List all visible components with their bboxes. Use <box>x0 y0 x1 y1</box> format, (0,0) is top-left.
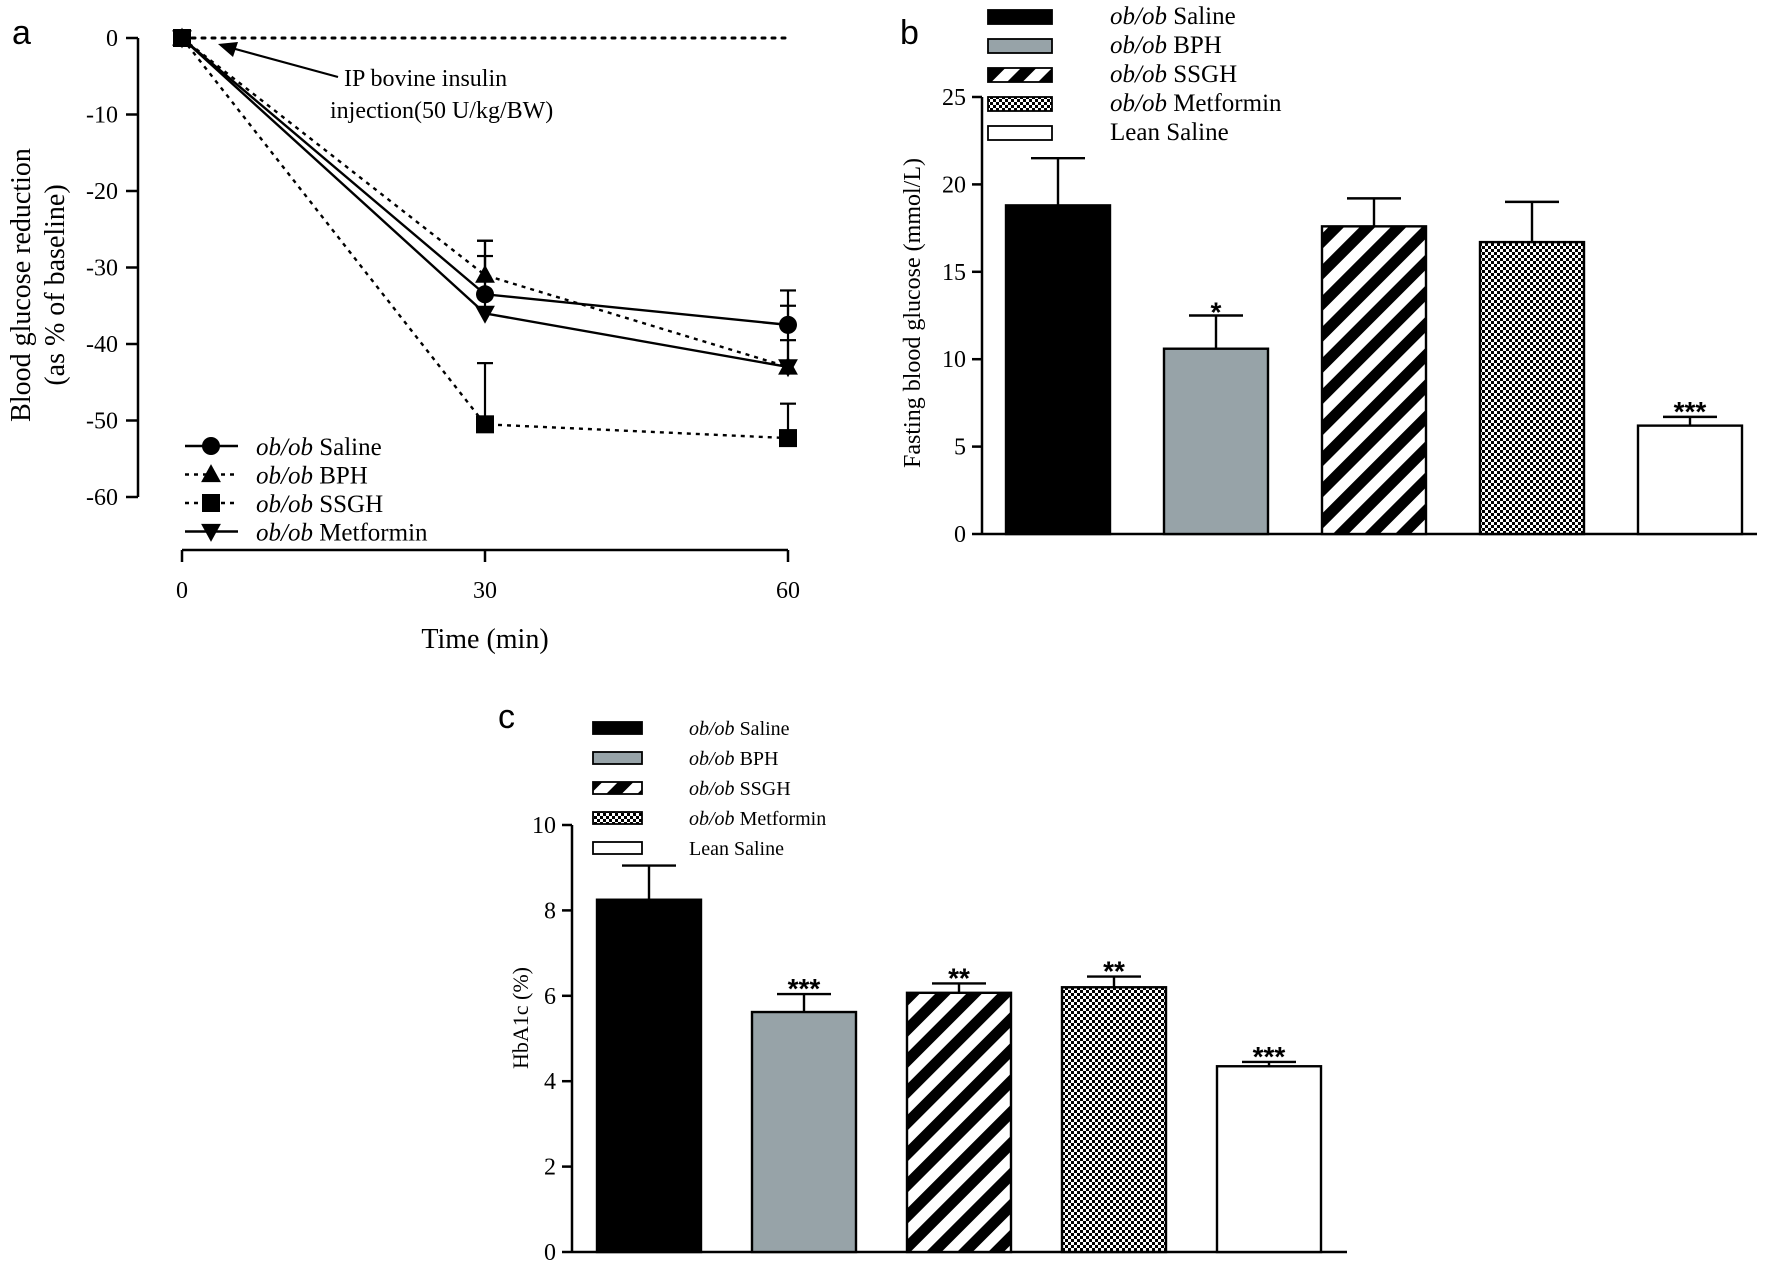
panel-a-y-tick-label: -30 <box>86 256 118 282</box>
panel-c-bar-metformin <box>1060 986 1168 1254</box>
panel-a-y-axis-label-line2: (as % of baseline) <box>40 184 71 385</box>
panel-a-x-tick-label: 30 <box>473 578 497 604</box>
panel-a-series-line-ssgh <box>181 37 789 440</box>
panel-b-bar-metformin <box>1478 240 1586 536</box>
panel-c-y-tick-label: 2 <box>544 1155 556 1181</box>
panel-b-marks: **** <box>1004 156 1744 536</box>
panel-b-bar-bph <box>1162 347 1270 536</box>
panel-a-series-line-bph <box>181 37 789 369</box>
panel-a-y-tick-label: -40 <box>86 332 118 358</box>
panel-a-y-axis-label-line1: Blood glucose reduction <box>6 148 37 422</box>
panel-a-legend-marker <box>202 437 220 455</box>
panel-b-legend-swatch <box>987 125 1053 141</box>
panel-b-y-tick-label: 15 <box>942 260 966 286</box>
panel-a-y-tick-label: 0 <box>106 26 118 52</box>
panel-a-point-ssgh <box>476 415 494 434</box>
panel-b-legend-label: ob/ob Saline <box>1110 3 1236 30</box>
panel-a-legend-marker <box>201 523 221 542</box>
panel-c-legend-label: ob/ob BPH <box>689 748 778 770</box>
panel-letter-c: c <box>498 698 515 736</box>
panel-b-legend-label: ob/ob BPH <box>1110 32 1222 59</box>
panel-c-significance-label: ** <box>1103 956 1125 987</box>
panel-letter-b: b <box>900 14 919 52</box>
panel-c-legend: ob/ob Saline ob/ob BPH ob/ob SSGH ob/ob Met… <box>592 718 826 860</box>
panel-a-legend-label: ob/ob Saline <box>256 434 382 461</box>
panel-b-bar-lean-saline <box>1636 424 1744 536</box>
panel-c-significance-label: ** <box>948 962 970 993</box>
panel-c-significance-label: *** <box>788 973 821 1004</box>
panel-a-legend-marker <box>202 494 220 512</box>
panel-b-y-tick-label: 10 <box>942 347 966 373</box>
panel-b-y-tick-label: 5 <box>954 435 966 461</box>
panel-b-bar-saline <box>1004 204 1112 536</box>
panel-b-significance-label: * <box>1211 297 1222 328</box>
panel-a-legend-label: ob/ob Metformin <box>256 520 428 547</box>
panel-a-x-axis-label: Time (min) <box>421 624 548 655</box>
panel-a-point-metformin <box>475 305 495 324</box>
panel-c-bar-saline <box>595 898 703 1254</box>
panel-b-legend-label: Lean Saline <box>1110 119 1229 146</box>
panel-a-point-metformin <box>778 359 798 378</box>
panel-b-legend-swatch <box>987 96 1053 112</box>
panel-c-bar-lean-saline <box>1215 1065 1323 1254</box>
panel-c-legend-swatch <box>592 781 643 795</box>
panel-b-significance-label: *** <box>1674 396 1707 427</box>
panel-c-y-tick-label: 0 <box>544 1240 556 1266</box>
panel-c-legend-label: ob/ob Metformin <box>689 808 826 830</box>
panel-a-legend-marker <box>201 464 221 483</box>
panel-b-bar-ssgh <box>1320 225 1428 536</box>
panel-a-annotation-arrow-head <box>218 42 238 57</box>
panel-c-y-tick-label: 4 <box>544 1069 556 1095</box>
panel-a-point-metformin <box>172 30 192 49</box>
panel-a-x-tick-label: 0 <box>176 578 188 604</box>
panel-a-annotation-line1: IP bovine insulin <box>344 66 507 92</box>
panel-a-y-tick-label: -50 <box>86 409 118 435</box>
panel-c-y-axis-label: HbA1c (%) <box>508 967 533 1069</box>
panel-b-y-tick-label: 20 <box>942 172 966 198</box>
panel-a-point-ssgh <box>779 429 797 448</box>
panel-c-marks: *** ** ***** <box>595 864 1323 1254</box>
panel-a-x-tick-label: 60 <box>776 578 800 604</box>
panel-a-legend-label: ob/ob BPH <box>256 463 368 490</box>
panel-a-legend-label: ob/ob SSGH <box>256 491 383 518</box>
panel-c-y-tick-label: 8 <box>544 898 556 924</box>
panel-a-y-tick-label: -20 <box>86 179 118 205</box>
panel-c-y-tick-label: 6 <box>544 984 556 1010</box>
panel-a-axes: 0 -10 -20 -30 -40 -50 -60 0 30 60 <box>86 26 800 604</box>
panel-c-legend-label: Lean Saline <box>689 838 784 860</box>
panel-c-bar-ssgh <box>905 991 1013 1254</box>
panel-a-y-tick-label: -10 <box>86 103 118 129</box>
panel-c-legend-swatch <box>592 841 643 855</box>
panel-letter-a: a <box>12 14 31 52</box>
panel-b-legend-swatch <box>987 67 1053 83</box>
panel-a-y-tick-label: -60 <box>86 485 118 511</box>
panel-a-annotation-arrow-shaft <box>227 45 339 79</box>
panel-a-line-chart: 0 -10 -20 -30 -40 -50 -60 0 30 60 Time (min) Bloo… <box>6 26 800 655</box>
panel-b-legend-swatch <box>987 9 1053 25</box>
panel-b-y-tick-label: 0 <box>954 522 966 548</box>
panel-c-legend-label: ob/ob Saline <box>689 718 790 740</box>
panel-c-legend-label: ob/ob SSGH <box>689 778 791 800</box>
panel-c-y-tick-label: 10 <box>532 813 556 839</box>
panel-b-legend-label: ob/ob Metformin <box>1110 90 1282 117</box>
panel-c-legend-swatch <box>592 721 643 735</box>
panel-a-annotation-line2: injection(50 U/kg/BW) <box>330 98 553 124</box>
panel-b-legend-swatch <box>987 38 1053 54</box>
panel-c-significance-label: *** <box>1253 1041 1286 1072</box>
panel-c-legend-swatch <box>592 751 643 765</box>
panel-c-legend-swatch <box>592 811 643 825</box>
panel-c-bar-bph <box>750 1010 858 1254</box>
panel-b-legend-label: ob/ob SSGH <box>1110 61 1237 88</box>
panel-b-y-tick-label: 25 <box>942 85 966 111</box>
panel-b-y-axis-label: Fasting blood glucose (mmol/L) <box>900 158 926 468</box>
panel-a-marks <box>172 27 798 448</box>
